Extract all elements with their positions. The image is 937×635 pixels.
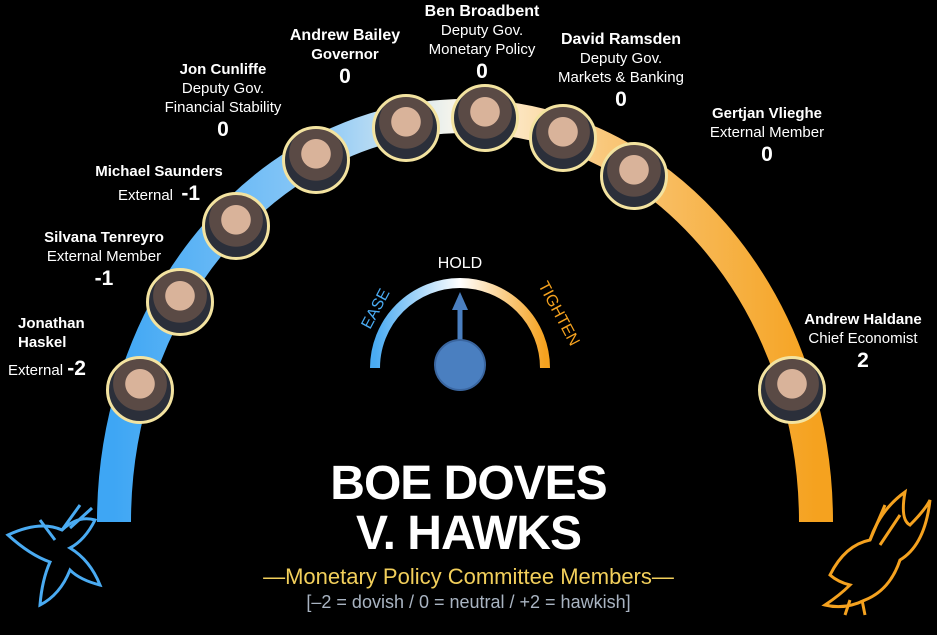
member-name: David Ramsden bbox=[560, 31, 682, 48]
member-score: 0 bbox=[217, 118, 229, 141]
member-role: Deputy Gov. bbox=[440, 22, 524, 39]
label-jonathan-haskel: Jonathan Haskel External -2 bbox=[8, 314, 86, 382]
photo-jon-cunliffe bbox=[282, 126, 350, 194]
member-role: Governor bbox=[311, 46, 379, 63]
gauge-hub bbox=[434, 339, 486, 391]
member-role: Deputy Gov. bbox=[579, 50, 663, 67]
dove-icon bbox=[5, 504, 103, 608]
member-role: External Member bbox=[709, 124, 825, 141]
scale-note: [–2 = dovish / 0 = neutral / +2 = hawkis… bbox=[306, 592, 631, 612]
label-ben-broadbent: Ben Broadbent Deputy Gov. Monetary Polic… bbox=[410, 2, 554, 85]
subtitle: —Monetary Policy Committee Members— bbox=[263, 564, 674, 589]
title-line-2: V. HAWKS bbox=[356, 507, 582, 560]
member-role: Deputy Gov. bbox=[181, 80, 265, 97]
member-score: -1 bbox=[181, 182, 201, 205]
label-silvana-tenreyro: Silvana Tenreyro External Member -1 bbox=[28, 228, 180, 292]
member-role: Monetary Policy bbox=[428, 41, 536, 58]
photo-michael-saunders bbox=[202, 192, 270, 260]
photo-gertjan-vlieghe bbox=[600, 142, 668, 210]
name-line: Haskel bbox=[18, 334, 67, 351]
member-role: External bbox=[117, 187, 173, 204]
member-name: Andrew Haldane bbox=[804, 311, 922, 328]
photo-andrew-bailey bbox=[372, 94, 440, 162]
label-jon-cunliffe: Jon Cunliffe Deputy Gov. Financial Stabi… bbox=[150, 60, 296, 143]
photo-david-ramsden bbox=[529, 104, 597, 172]
photo-andrew-haldane bbox=[758, 356, 826, 424]
member-name: Michael Saunders bbox=[95, 163, 223, 180]
photo-ben-broadbent bbox=[451, 84, 519, 152]
label-gertjan-vlieghe: Gertjan Vlieghe External Member 0 bbox=[694, 104, 840, 168]
gauge-hold-label: HOLD bbox=[438, 255, 482, 272]
member-score: 2 bbox=[857, 349, 869, 372]
member-role: External Member bbox=[46, 248, 162, 265]
member-role: Chief Economist bbox=[808, 330, 918, 347]
member-name: Gertjan Vlieghe bbox=[711, 105, 823, 122]
member-score: -2 bbox=[67, 357, 86, 380]
title-line-1: BOE DOVES bbox=[330, 457, 607, 510]
member-name: Ben Broadbent bbox=[424, 3, 540, 20]
member-role: Financial Stability bbox=[164, 99, 282, 116]
member-score: 0 bbox=[761, 143, 773, 166]
label-andrew-bailey: Andrew Bailey Governor 0 bbox=[276, 26, 414, 90]
member-name: Silvana Tenreyro bbox=[44, 229, 164, 246]
hawk-icon bbox=[821, 488, 932, 616]
member-name: Jonathan Haskel bbox=[8, 314, 86, 352]
member-score: 0 bbox=[339, 65, 351, 88]
member-score: 0 bbox=[615, 88, 627, 111]
label-michael-saunders: Michael Saunders External -1 bbox=[78, 162, 240, 207]
name-line: Jonathan bbox=[18, 315, 85, 332]
needle-arrowhead bbox=[452, 292, 468, 310]
member-role-score: External -2 bbox=[8, 356, 86, 382]
label-andrew-haldane: Andrew Haldane Chief Economist 2 bbox=[790, 310, 936, 374]
label-david-ramsden: David Ramsden Deputy Gov. Markets & Bank… bbox=[546, 30, 696, 113]
member-role: Markets & Banking bbox=[558, 69, 684, 86]
member-score: -1 bbox=[94, 267, 114, 290]
photo-jonathan-haskel bbox=[106, 356, 174, 424]
photo-silvana-tenreyro bbox=[146, 268, 214, 336]
member-score: 0 bbox=[476, 60, 488, 83]
member-name: Jon Cunliffe bbox=[179, 61, 267, 78]
gauge-arc bbox=[370, 278, 550, 369]
member-name: Andrew Bailey bbox=[289, 27, 401, 44]
member-role: External bbox=[8, 362, 64, 379]
